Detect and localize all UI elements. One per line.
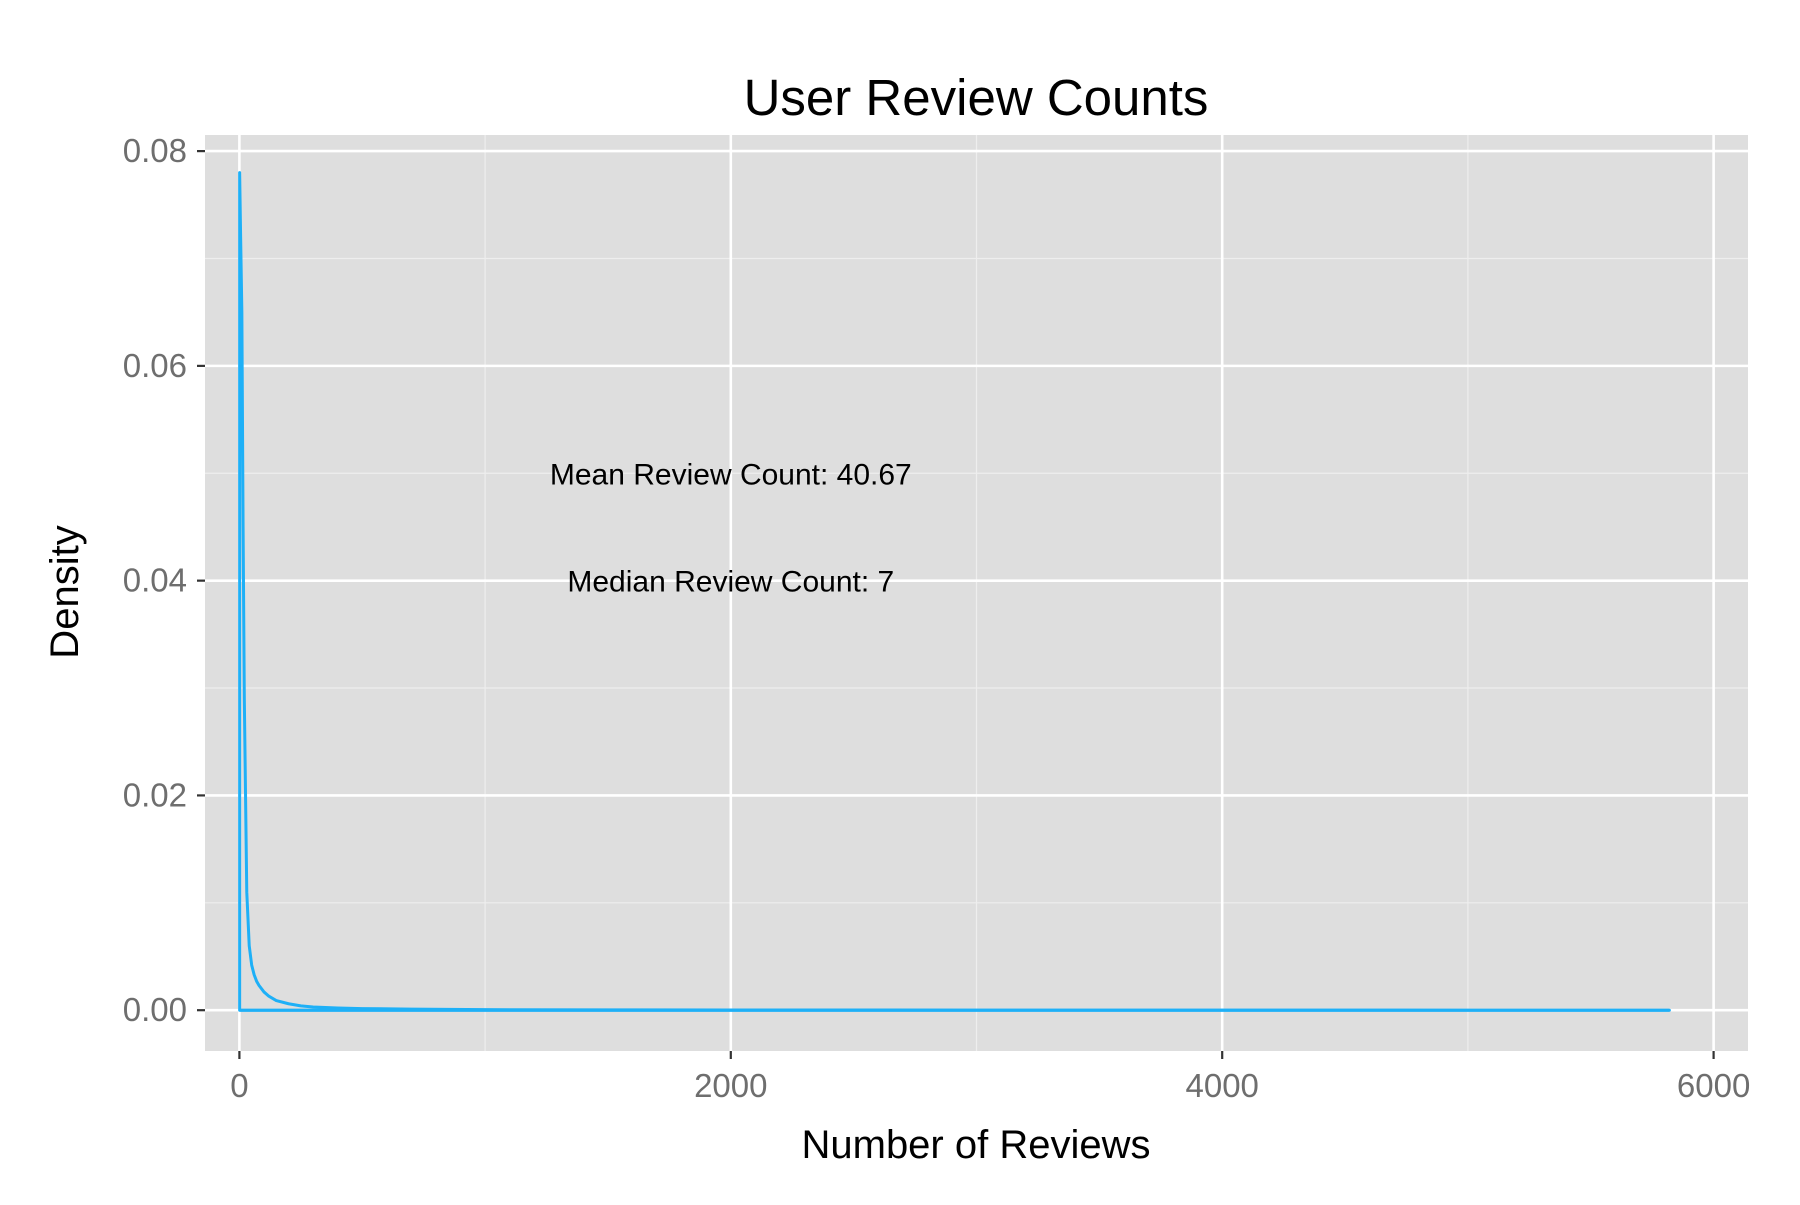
annotation-label: Median Review Count: 7 bbox=[567, 566, 894, 599]
x-tick-label: 4000 bbox=[1185, 1067, 1258, 1104]
x-axis-title: Number of Reviews bbox=[801, 1123, 1150, 1167]
chart-title: User Review Counts bbox=[744, 69, 1209, 126]
annotation-label: Mean Review Count: 40.67 bbox=[550, 458, 912, 491]
x-tick-label: 6000 bbox=[1677, 1067, 1750, 1104]
y-tick-label: 0.08 bbox=[123, 132, 187, 169]
y-tick-label: 0.02 bbox=[123, 776, 187, 813]
y-tick-label: 0.04 bbox=[123, 562, 187, 599]
axis-layer: 0 2000 4000 6000 0.00 0.02 0.04 0.06 0.08 bbox=[123, 132, 1751, 1104]
x-tick-label: 2000 bbox=[694, 1067, 767, 1104]
annotation-layer: Mean Review Count: 40.67 Median Review Co… bbox=[550, 458, 912, 598]
y-axis-title: Density bbox=[43, 525, 87, 658]
y-tick-label: 0.06 bbox=[123, 347, 187, 384]
minor-gridlines bbox=[205, 135, 1748, 1051]
series-layer bbox=[238, 171, 1671, 1012]
x-tick-label: 0 bbox=[230, 1067, 248, 1104]
y-tick-label: 0.00 bbox=[123, 991, 187, 1028]
